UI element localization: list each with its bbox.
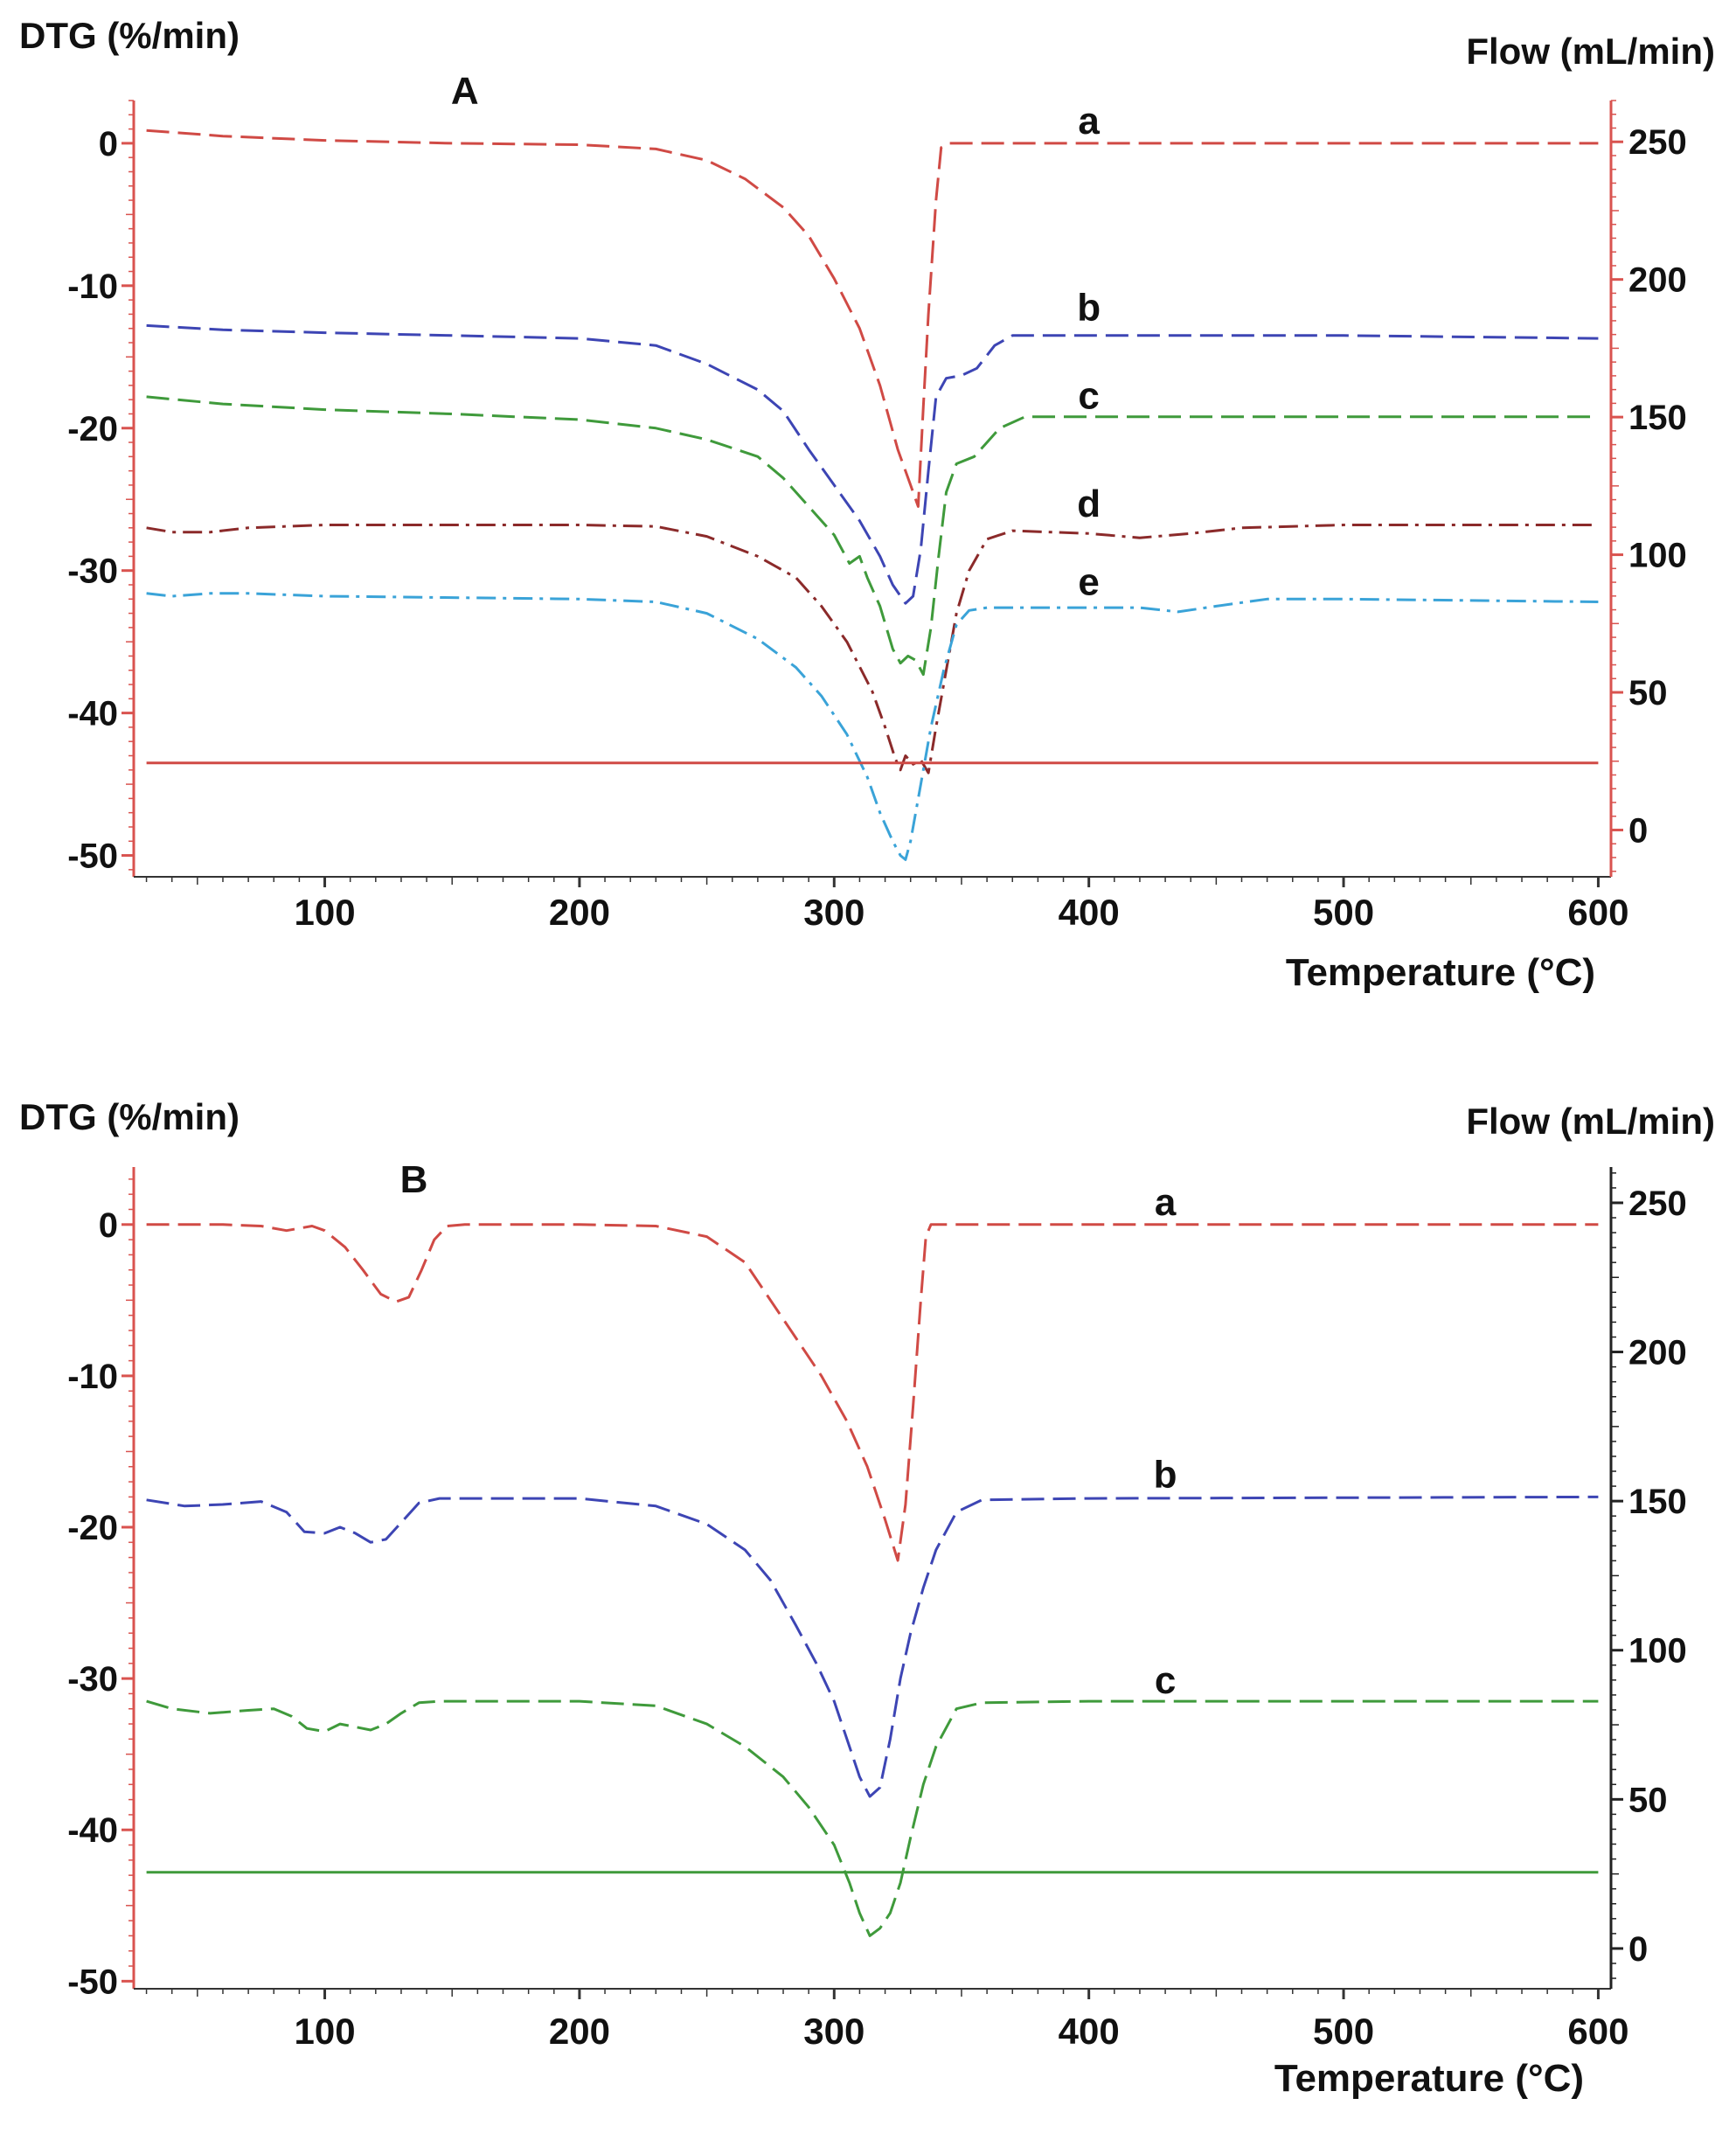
x-tick-label: 400 (1059, 892, 1120, 933)
y-tick-label: 0 (99, 125, 118, 163)
y-tick-label: -20 (67, 1509, 118, 1547)
series-label: a (1155, 1181, 1177, 1224)
x-tick-label: 100 (294, 892, 355, 933)
panel-label: A (451, 70, 479, 113)
x-tick-label: 600 (1567, 892, 1628, 933)
series-label: d (1077, 483, 1101, 525)
x-axis-title: Temperature (°C) (1286, 951, 1595, 994)
y-tick-label: -40 (67, 1811, 118, 1850)
y-tick-label: -50 (67, 1963, 118, 2001)
y-tick-label: 0 (99, 1206, 118, 1245)
series-line-c (146, 395, 1599, 677)
panel-label: B (400, 1158, 428, 1201)
y2-tick-label: 150 (1628, 399, 1687, 437)
series-line-d (146, 524, 1599, 775)
series-line-a (146, 1223, 1599, 1562)
y-tick-label: -10 (67, 1358, 118, 1396)
series-label: b (1154, 1453, 1177, 1496)
x-tick-label: 600 (1567, 2011, 1628, 2052)
y-tick-label: -50 (67, 837, 118, 876)
x-tick-label: 500 (1313, 2011, 1374, 2052)
series-line-b (146, 1495, 1599, 1798)
series-line-e (146, 592, 1599, 861)
y2-tick-label: 200 (1628, 1334, 1687, 1372)
x-tick-label: 500 (1313, 892, 1374, 933)
y2-axis-title: Flow (mL/min) (1466, 1101, 1715, 1142)
series-line-a (146, 129, 1599, 508)
x-tick-label: 300 (803, 892, 865, 933)
y2-tick-label: 250 (1628, 123, 1687, 162)
y-tick-label: -30 (67, 1660, 118, 1699)
y2-tick-label: 50 (1628, 674, 1668, 712)
y-axis-title: DTG (%/min) (19, 15, 240, 56)
y-tick-label: -30 (67, 552, 118, 591)
series-label: a (1078, 100, 1100, 142)
series-line-b (146, 323, 1599, 605)
x-tick-label: 100 (294, 2011, 355, 2052)
series-label: c (1155, 1659, 1176, 1702)
y2-tick-label: 100 (1628, 1632, 1687, 1671)
series-label: b (1077, 286, 1101, 329)
y2-tick-label: 200 (1628, 261, 1687, 300)
series-label: e (1078, 561, 1099, 604)
y2-tick-label: 100 (1628, 537, 1687, 575)
y2-axis-title: Flow (mL/min) (1466, 31, 1715, 72)
x-tick-label: 300 (803, 2011, 865, 2052)
series-line-c (146, 1699, 1599, 1937)
y2-tick-label: 150 (1628, 1483, 1687, 1521)
y2-tick-label: 0 (1628, 1930, 1648, 1969)
y-tick-label: -20 (67, 410, 118, 448)
y-tick-label: -10 (67, 267, 118, 306)
x-tick-label: 200 (549, 892, 610, 933)
y-tick-label: -40 (67, 695, 118, 733)
y-axis-title: DTG (%/min) (19, 1096, 240, 1137)
y2-tick-label: 0 (1628, 811, 1648, 850)
y2-tick-label: 250 (1628, 1185, 1687, 1223)
x-tick-label: 400 (1059, 2011, 1120, 2052)
series-label: c (1078, 374, 1099, 417)
x-tick-label: 200 (549, 2011, 610, 2052)
y2-tick-label: 50 (1628, 1781, 1668, 1819)
x-axis-title: Temperature (°C) (1274, 2057, 1584, 2100)
